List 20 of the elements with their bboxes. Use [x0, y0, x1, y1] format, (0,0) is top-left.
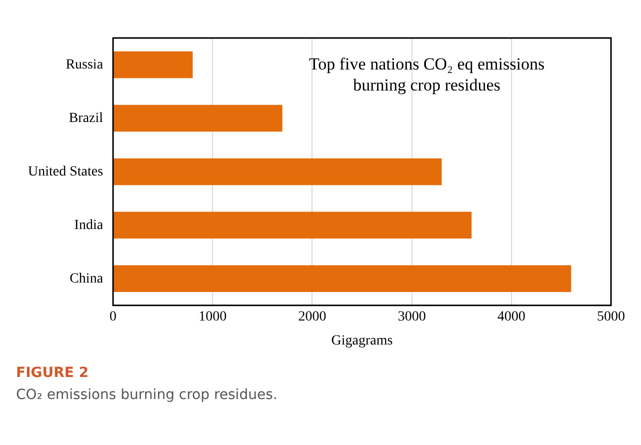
x-tick-label: 1000 — [198, 309, 227, 324]
x-tick-label: 4000 — [497, 309, 526, 324]
y-tick-label: China — [70, 271, 104, 286]
x-axis-title: Gigagrams — [331, 333, 393, 348]
bar — [114, 104, 282, 132]
x-tick-label: 2000 — [298, 309, 326, 324]
bar — [114, 265, 572, 292]
bar — [114, 212, 472, 239]
y-tick-label: Russia — [66, 57, 104, 72]
text: CO₂ emissions burning crop residues. — [16, 387, 278, 403]
bar — [114, 51, 193, 78]
bar — [114, 158, 442, 186]
x-tick-label: 5000 — [597, 309, 625, 324]
text: Top five nations CO₂ eq emissions burning crop residues — [308, 54, 545, 94]
caption: FIGURE 2 — [16, 365, 90, 381]
y-tick-label: India — [74, 218, 104, 233]
y-tick-label: United States — [28, 164, 104, 180]
x-tick-label: 0 — [110, 309, 117, 324]
y-tick-label: Brazil — [68, 110, 104, 126]
x-tick-label: 3000 — [398, 309, 426, 324]
